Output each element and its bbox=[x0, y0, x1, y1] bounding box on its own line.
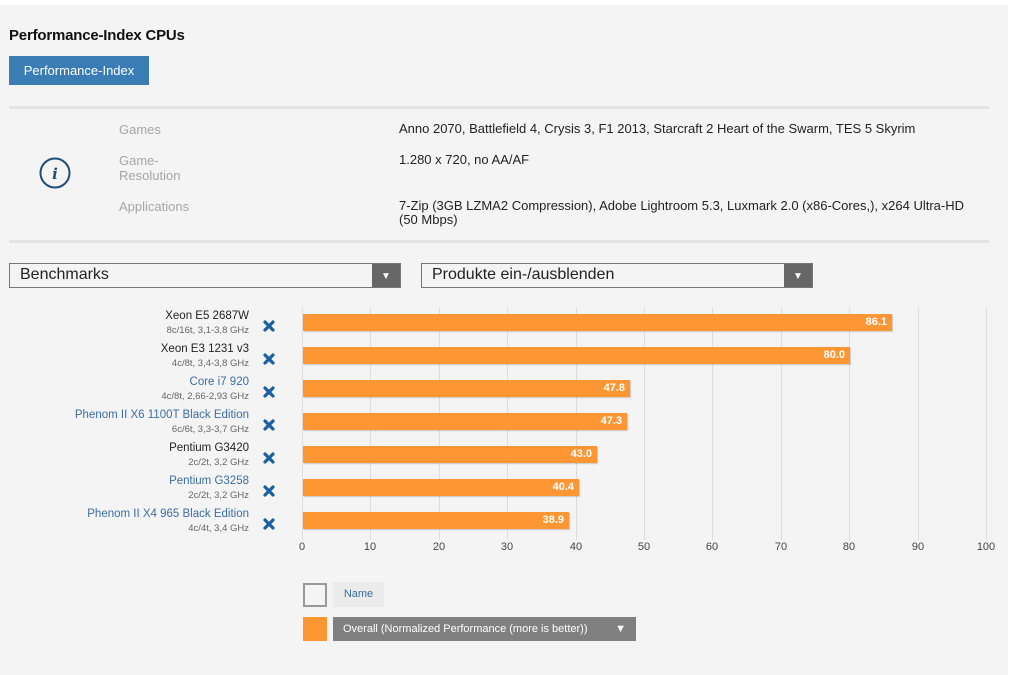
bar-value-label: 47.8 bbox=[603, 382, 625, 394]
bar[interactable]: 47.8 bbox=[303, 380, 630, 397]
x-tick-label: 0 bbox=[298, 541, 306, 553]
x-tick-label: 20 bbox=[432, 541, 446, 553]
products-dropdown-value: Produkte ein-/ausblenden bbox=[432, 266, 615, 283]
bar[interactable]: 43.0 bbox=[303, 446, 597, 463]
info-label-games: Games bbox=[119, 122, 161, 137]
bar-value-label: 43.0 bbox=[570, 448, 592, 460]
product-name[interactable]: Phenom II X4 965 Black Edition bbox=[87, 508, 249, 520]
product-spec: 4c/8t, 3,4-3,8 GHz bbox=[171, 358, 249, 369]
divider-top bbox=[9, 106, 989, 109]
x-tick-label: 40 bbox=[569, 541, 583, 553]
gridline bbox=[781, 308, 782, 540]
legend-series-swatch bbox=[303, 617, 327, 641]
products-toggle-dropdown[interactable]: Produkte ein-/ausblenden ▼ bbox=[421, 263, 813, 288]
info-value-games: Anno 2070, Battlefield 4, Crysis 3, F1 2… bbox=[399, 121, 916, 136]
info-value-resolution: 1.280 x 720, no AA/AF bbox=[399, 152, 530, 167]
info-label-resolution-line2: Resolution bbox=[119, 168, 181, 183]
divider-bottom bbox=[9, 240, 989, 243]
gridline bbox=[302, 308, 303, 540]
x-tick-label: 60 bbox=[705, 541, 719, 553]
product-name: Xeon E3 1231 v3 bbox=[160, 343, 249, 355]
x-tick-label: 70 bbox=[774, 541, 788, 553]
bar-value-label: 47.3 bbox=[600, 415, 622, 427]
info-label-applications: Applications bbox=[119, 199, 190, 214]
product-spec: 4c/4t, 3,4 GHz bbox=[188, 523, 249, 534]
triangle-down-icon[interactable]: ▼ bbox=[784, 264, 812, 287]
product-spec: 2c/2t, 3,2 GHz bbox=[188, 490, 249, 501]
gridline bbox=[712, 308, 713, 540]
gridline bbox=[986, 308, 987, 540]
remove-product-icon[interactable] bbox=[262, 319, 276, 333]
remove-product-icon[interactable] bbox=[262, 484, 276, 498]
bar[interactable]: 86.1 bbox=[303, 314, 892, 331]
performance-index-button[interactable]: Performance-Index bbox=[9, 56, 149, 85]
legend-name-checkbox[interactable] bbox=[303, 583, 327, 607]
bar-value-label: 40.4 bbox=[552, 481, 574, 493]
product-name: Pentium G3420 bbox=[169, 442, 249, 454]
x-tick-label: 80 bbox=[842, 541, 856, 553]
remove-product-icon[interactable] bbox=[262, 517, 276, 531]
remove-product-icon[interactable] bbox=[262, 418, 276, 432]
info-value-applications: 7-Zip (3GB LZMA2 Compression), Adobe Lig… bbox=[399, 198, 964, 227]
bar[interactable]: 40.4 bbox=[303, 479, 579, 496]
product-spec: 2c/2t, 3,2 GHz bbox=[188, 457, 249, 468]
product-spec: 8c/16t, 3,1-3,8 GHz bbox=[166, 325, 249, 336]
bar-value-label: 38.9 bbox=[542, 514, 564, 526]
remove-product-icon[interactable] bbox=[262, 451, 276, 465]
info-icon: i bbox=[39, 157, 71, 189]
page-container: Performance-Index CPUs Performance-Index… bbox=[0, 5, 1008, 675]
triangle-down-icon[interactable]: ▼ bbox=[615, 623, 626, 635]
product-name[interactable]: Core i7 920 bbox=[189, 376, 249, 388]
product-spec: 6c/6t, 3,3-3,7 GHz bbox=[171, 424, 249, 435]
info-label-resolution-line1: Game- bbox=[119, 153, 159, 168]
legend-name-toggle[interactable]: Name bbox=[333, 582, 384, 607]
bar-value-label: 86.1 bbox=[865, 316, 887, 328]
x-tick-label: 10 bbox=[363, 541, 377, 553]
product-spec: 4c/8t, 2,66-2,93 GHz bbox=[161, 391, 249, 402]
product-name: Xeon E5 2687W bbox=[165, 310, 249, 322]
x-tick-label: 30 bbox=[500, 541, 514, 553]
legend-series-dropdown[interactable]: Overall (Normalized Performance (more is… bbox=[333, 617, 636, 641]
bar[interactable]: 47.3 bbox=[303, 413, 627, 430]
page-title: Performance-Index CPUs bbox=[9, 27, 185, 44]
bar[interactable]: 38.9 bbox=[303, 512, 569, 529]
x-tick-label: 50 bbox=[637, 541, 651, 553]
info-label-resolution: Game- Resolution bbox=[119, 153, 180, 183]
x-tick-label: 100 bbox=[976, 541, 996, 553]
x-tick-label: 90 bbox=[911, 541, 925, 553]
remove-product-icon[interactable] bbox=[262, 352, 276, 366]
svg-text:i: i bbox=[52, 165, 58, 183]
product-name[interactable]: Phenom II X6 1100T Black Edition bbox=[74, 409, 249, 421]
legend-series-label: Overall (Normalized Performance (more is… bbox=[343, 623, 588, 635]
remove-product-icon[interactable] bbox=[262, 385, 276, 399]
bar[interactable]: 80.0 bbox=[303, 347, 850, 364]
triangle-down-icon[interactable]: ▼ bbox=[372, 264, 400, 287]
gridline bbox=[644, 308, 645, 540]
bar-value-label: 80.0 bbox=[823, 349, 845, 361]
product-name[interactable]: Pentium G3258 bbox=[169, 475, 249, 487]
gridline bbox=[918, 308, 919, 540]
benchmarks-dropdown-value: Benchmarks bbox=[20, 266, 109, 283]
benchmarks-dropdown[interactable]: Benchmarks ▼ bbox=[9, 263, 401, 288]
gridline bbox=[849, 308, 850, 540]
